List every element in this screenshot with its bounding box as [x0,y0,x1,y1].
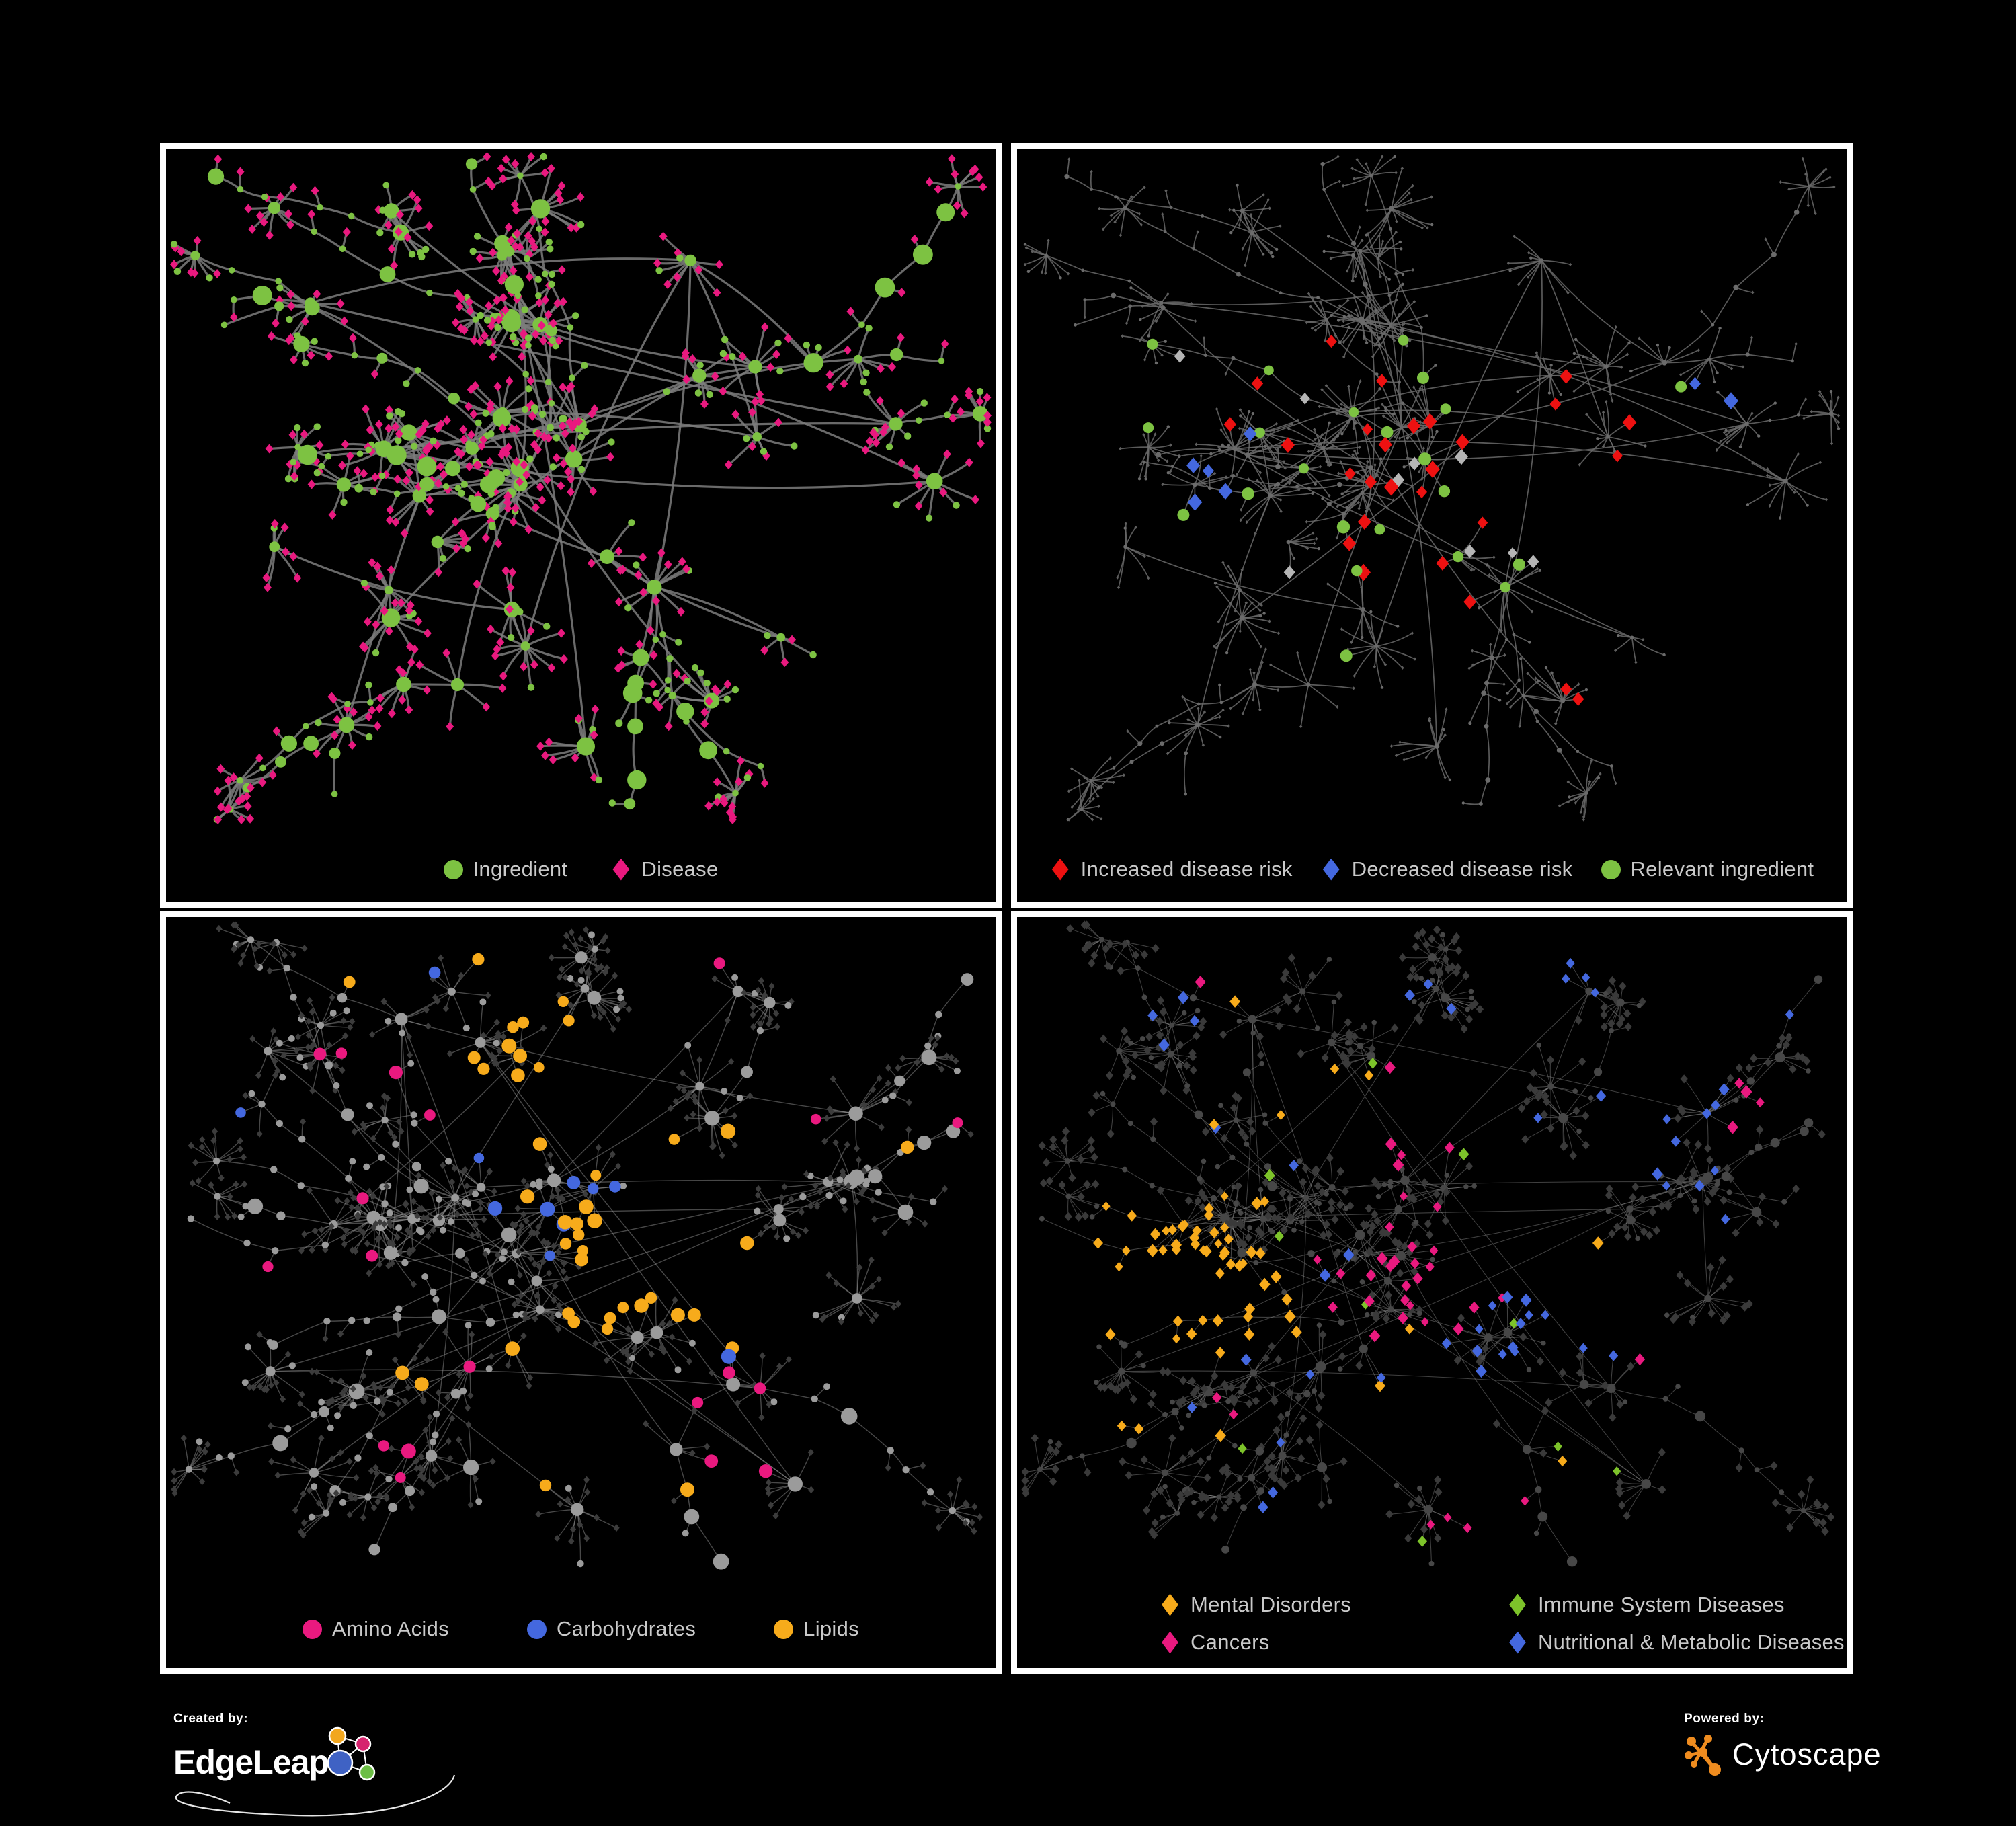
legend-item-mental-disorders: Mental Disorders [1160,1593,1507,1617]
powered-by-label: Powered by: [1684,1712,1765,1726]
circle-marker-icon [303,1619,323,1639]
legend-label: Lipids [803,1617,859,1640]
legend-item-disease: Disease [610,857,718,881]
legend-item-increased-disease-risk: Increased disease risk [1050,857,1293,881]
legend-item-nutritional-metabolic-diseases: Nutritional & Metabolic Diseases [1507,1630,1845,1655]
diamond-marker-icon [1509,1631,1526,1654]
legend-label: Mental Disorders [1191,1593,1352,1616]
diamond-marker-icon [612,858,630,881]
edgeleap-brand: EdgeLeap [173,1743,329,1781]
legend-item-relevant-ingredient: Relevant ingredient [1601,857,1814,881]
legend-label: Carbohydrates [556,1617,696,1640]
panel-nutrient-class: Amino Acids Carbohydrates Lipids [160,911,1002,1674]
legend-label: Increased disease risk [1080,857,1293,881]
panel-disease-class: Mental Disorders Immune System Diseases Ca… [1011,911,1853,1674]
diamond-marker-icon [1509,1593,1526,1616]
legend-item-immune-system-diseases: Immune System Diseases [1507,1593,1845,1617]
legend-ingredient-disease: Ingredient Disease [166,857,996,881]
disease-class-network-svg [1021,920,1835,1567]
legend-item-ingredient: Ingredient [443,857,568,881]
legend-label: Decreased disease risk [1351,857,1573,881]
legend-disease-risk: Increased disease risk Decreased disease … [1017,857,1847,881]
legend-item-decreased-disease-risk: Decreased disease risk [1321,857,1573,881]
legend-label: Ingredient [473,857,568,881]
diamond-marker-icon [1162,1593,1178,1616]
legend-nutrient-class: Amino Acids Carbohydrates Lipids [166,1617,996,1641]
cytoscape-logo-icon [1685,1735,1721,1776]
created-by-label: Created by: [173,1712,249,1726]
powered-by-block: Powered by: Cytoscape [1684,1712,1882,1776]
legend-label: Cancers [1191,1630,1270,1654]
disease-risk-network-svg [1023,155,1841,822]
legend-item-lipids: Lipids [774,1617,859,1641]
diamond-marker-icon [1162,1631,1178,1654]
circle-marker-icon [443,859,463,879]
legend-label: Relevant ingredient [1630,857,1814,881]
circle-marker-icon [526,1619,547,1639]
legend-disease-class: Mental Disorders Immune System Diseases Ca… [1017,1593,1847,1655]
panel-disease-risk: Increased disease risk Decreased disease … [1011,143,1853,908]
created-by-block: Created by: EdgeLeap [173,1712,456,1817]
cytoscape-brand: Cytoscape [1732,1737,1882,1772]
panel-ingredient-disease: Ingredient Disease [160,143,1002,908]
diamond-marker-icon [1051,858,1069,881]
circle-marker-icon [774,1619,794,1639]
legend-item-amino-acids: Amino Acids [303,1617,449,1641]
ingredient-disease-network-svg [170,152,992,824]
circle-marker-icon [1601,859,1621,879]
legend-label: Immune System Diseases [1538,1593,1785,1616]
nutrient-class-network-svg [171,921,983,1570]
legend-item-carbohydrates: Carbohydrates [526,1617,696,1641]
legend-label: Amino Acids [332,1617,449,1640]
legend-label: Nutritional & Metabolic Diseases [1538,1630,1845,1654]
edgeleap-logo-icon [327,1726,376,1781]
diamond-marker-icon [1322,858,1340,881]
legend-label: Disease [641,857,719,881]
legend-item-cancers: Cancers [1160,1630,1507,1655]
